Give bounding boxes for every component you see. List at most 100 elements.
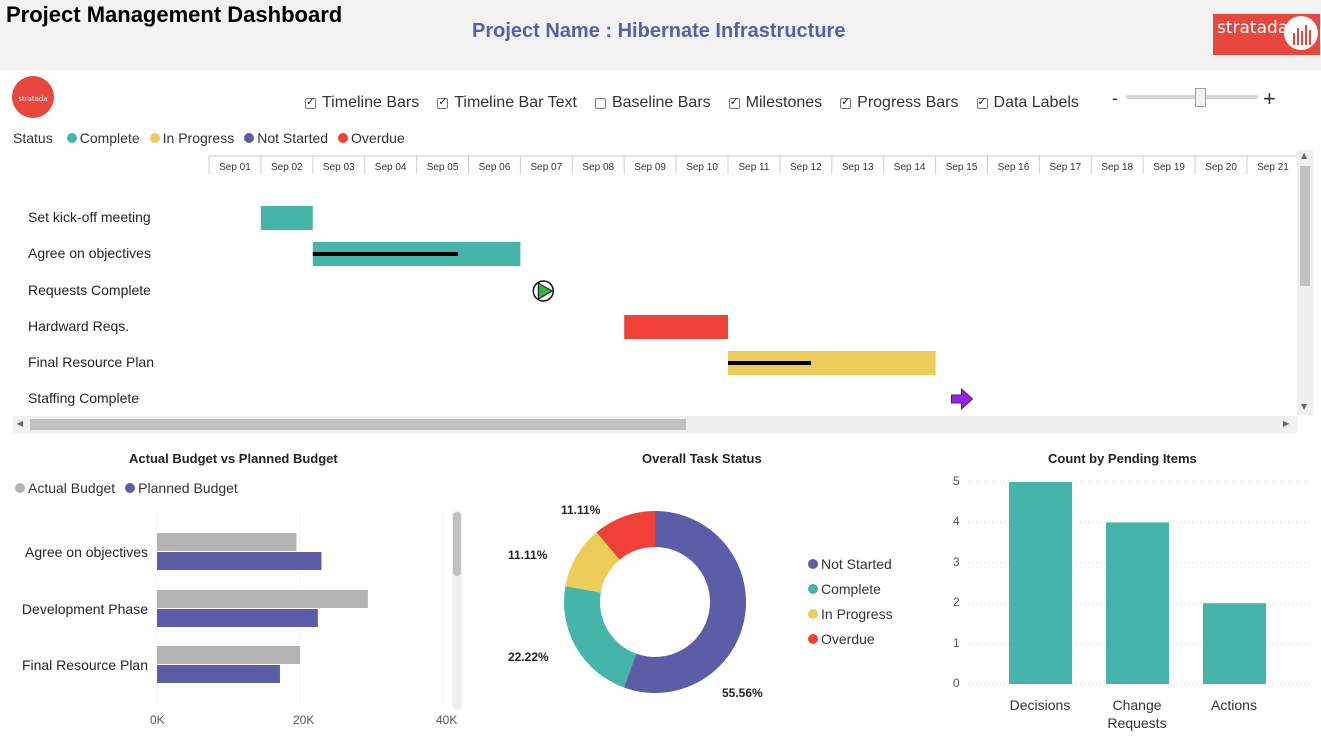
- gantt-chart: Sep 01 Sep 02 Sep 03 Sep 04 Sep 05 Sep 06 Sep …: [0, 150, 1313, 433]
- option-timeline-bars[interactable]: Timeline Bars: [305, 93, 419, 113]
- option-label: Milestones: [745, 94, 823, 111]
- legend-label: In Progress: [162, 130, 235, 146]
- zoom-slider-track[interactable]: [1126, 95, 1258, 99]
- timeline-date-label: Sep 18: [1101, 162, 1133, 173]
- pending-chart-title: Count by Pending Items: [1048, 451, 1197, 466]
- timeline-date-label: Sep 10: [686, 162, 718, 173]
- actual-budget-bar: [157, 533, 297, 551]
- gantt-vertical-scrollbar[interactable]: ▲ ▼: [1297, 150, 1313, 415]
- percent-label: 11.11%: [561, 503, 601, 517]
- dashboard-header: Project Management Dashboard Project Nam…: [0, 0, 1321, 70]
- x-tick-label: 40K: [436, 713, 458, 727]
- legend-label: In Progress: [821, 606, 893, 622]
- status-legend-label: Status: [13, 130, 53, 146]
- legend-dot: [149, 133, 160, 143]
- timeline-date-label: Sep 09: [634, 162, 666, 173]
- zoom-in-button[interactable]: +: [1263, 86, 1276, 111]
- legend-item-overdue[interactable]: Overdue: [338, 130, 405, 146]
- scrollbar-thumb[interactable]: [453, 512, 461, 576]
- option-label: Timeline Bar Text: [454, 94, 577, 111]
- checkbox-icon[interactable]: [728, 95, 740, 109]
- progress-bar: [728, 361, 812, 365]
- legend-item-overdue[interactable]: Overdue: [808, 631, 893, 647]
- budget-scrollbar[interactable]: [452, 510, 462, 710]
- option-timeline-bar-text[interactable]: Timeline Bar Text: [437, 93, 577, 113]
- timeline-date-label: Sep 02: [271, 162, 303, 173]
- legend-item-in-progress[interactable]: In Progress: [808, 606, 893, 622]
- percent-label: 55.56%: [722, 686, 763, 700]
- legend-dot: [338, 133, 349, 143]
- x-tick-label: 0K: [150, 713, 165, 727]
- percent-label: 11.11%: [508, 548, 548, 562]
- option-baseline-bars[interactable]: Baseline Bars: [594, 93, 711, 113]
- checkbox-icon[interactable]: [437, 95, 449, 109]
- zoom-out-button[interactable]: -: [1112, 88, 1118, 108]
- option-data-labels[interactable]: Data Labels: [976, 93, 1079, 113]
- timeline-date-label: Sep 17: [1049, 162, 1081, 173]
- task-label: Set kick-off meeting: [28, 209, 151, 225]
- scroll-left-icon[interactable]: ◀: [17, 419, 24, 428]
- legend-item-planned-budget[interactable]: Planned Budget: [125, 480, 238, 496]
- brand-logo-icon: [1284, 16, 1318, 50]
- brand-logo-text: stratada: [1217, 18, 1289, 38]
- actual-budget-bar: [157, 590, 368, 608]
- arrow-right-icon: [951, 387, 974, 411]
- checkbox-icon[interactable]: [594, 97, 606, 109]
- checkbox-icon[interactable]: [305, 95, 316, 109]
- scroll-down-icon[interactable]: ▼: [1301, 402, 1308, 411]
- legend-label: Overdue: [351, 130, 405, 146]
- legend-dot: [808, 634, 818, 644]
- scrollbar-thumb[interactable]: [30, 419, 686, 430]
- pending-bar: [1106, 522, 1169, 684]
- legend-item-complete[interactable]: Complete: [808, 581, 893, 597]
- legend-label: Planned Budget: [138, 480, 238, 496]
- legend-item-actual-budget[interactable]: Actual Budget: [15, 480, 115, 496]
- status-legend: Status Complete In Progress Not Started …: [13, 130, 415, 146]
- checkbox-icon[interactable]: [840, 95, 852, 109]
- play-icon: [537, 282, 554, 300]
- zoom-slider-thumb[interactable]: [1195, 88, 1206, 107]
- timeline-date-label: Sep 15: [946, 162, 978, 173]
- legend-item-not-started[interactable]: Not Started: [244, 130, 328, 146]
- donut-slice: [565, 532, 620, 593]
- legend-item-complete[interactable]: Complete: [66, 130, 140, 146]
- scroll-up-icon[interactable]: ▲: [1301, 151, 1308, 160]
- timeline-date-label: Sep 16: [998, 162, 1030, 173]
- legend-dot: [244, 133, 255, 143]
- timeline-date-label: Sep 01: [219, 162, 251, 173]
- task-label: Hardward Reqs.: [28, 318, 130, 334]
- timeline-date-label: Sep 11: [738, 162, 769, 173]
- option-progress-bars[interactable]: Progress Bars: [840, 93, 959, 113]
- timeline-bar: [624, 315, 728, 339]
- pending-bar: [1203, 603, 1266, 684]
- budget-legend: Actual Budget Planned Budget: [15, 480, 248, 496]
- scroll-right-icon[interactable]: ▶: [1283, 419, 1290, 428]
- timeline-date-label: Sep 05: [427, 162, 459, 173]
- timeline-bar: [260, 206, 313, 230]
- option-milestones[interactable]: Milestones: [728, 93, 823, 113]
- task-label: Staffing Complete: [28, 390, 140, 406]
- scrollbar-thumb[interactable]: [1300, 166, 1310, 286]
- legend-item-not-started[interactable]: Not Started: [808, 556, 893, 572]
- checkbox-icon[interactable]: [976, 95, 988, 109]
- pending-chart: [968, 481, 1310, 685]
- legend-label: Overdue: [821, 631, 875, 647]
- legend-label: Complete: [79, 130, 140, 146]
- legend-label: Not Started: [821, 556, 892, 572]
- category-label: Development Phase: [21, 601, 148, 617]
- gantt-horizontal-scrollbar[interactable]: ◀ ▶: [13, 416, 1297, 433]
- option-label: Baseline Bars: [611, 94, 711, 111]
- timeline-date-label: Sep 06: [479, 162, 511, 173]
- legend-dot: [66, 133, 77, 143]
- y-tick-label: 0: [953, 676, 960, 690]
- small-logo-text: stratada: [18, 95, 48, 103]
- legend-label: Not Started: [257, 130, 329, 146]
- x-tick-label: 20K: [293, 713, 315, 727]
- donut-slice: [623, 511, 746, 693]
- legend-item-in-progress[interactable]: In Progress: [149, 130, 235, 146]
- category-label: Agree on objectives: [25, 544, 148, 560]
- task-status-donut: [564, 511, 746, 693]
- page-title: Project Management Dashboard: [6, 2, 343, 27]
- actual-budget-bar: [157, 646, 300, 664]
- task-label: Final Resource Plan: [28, 354, 155, 370]
